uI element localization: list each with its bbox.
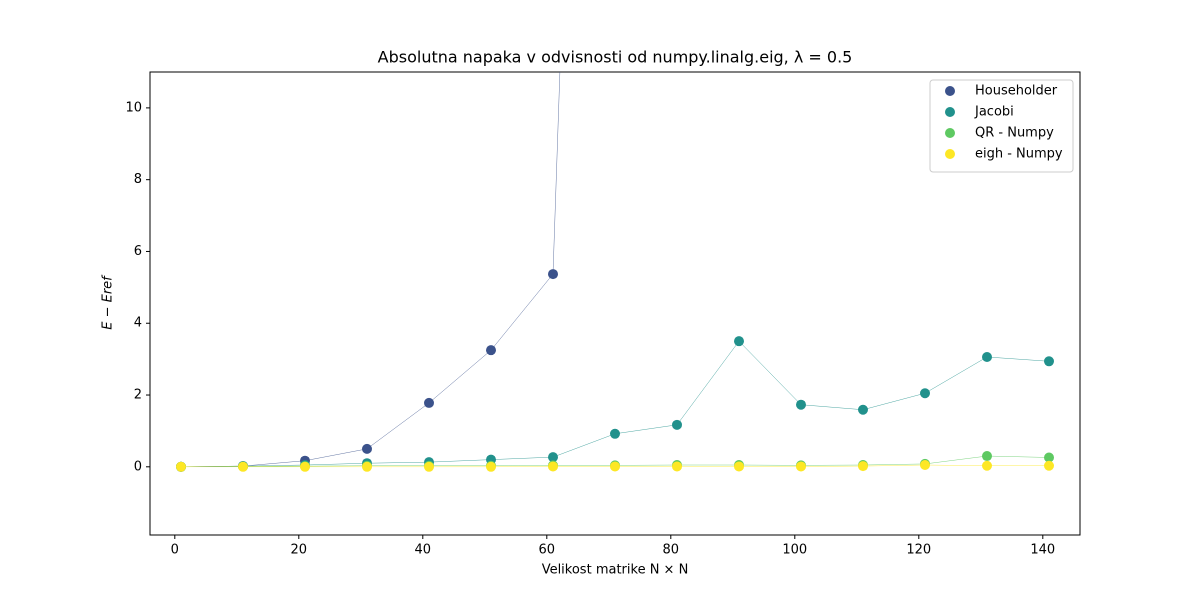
y-tick-label: 0 xyxy=(134,459,142,474)
data-point xyxy=(548,461,558,472)
data-point xyxy=(1044,452,1054,463)
legend-label: Householder xyxy=(975,84,1058,99)
data-point xyxy=(1044,460,1054,471)
data-point xyxy=(858,461,868,472)
x-tick-label: 60 xyxy=(539,543,556,558)
data-point xyxy=(982,460,992,471)
y-axis-label: E − Eref xyxy=(101,274,116,330)
data-point xyxy=(982,351,992,362)
x-axis-label: Velikost matrike N × N xyxy=(542,563,689,578)
y-tick-label: 2 xyxy=(134,388,142,403)
data-point xyxy=(238,461,248,472)
data-point xyxy=(982,451,992,462)
data-point xyxy=(610,428,620,439)
data-point xyxy=(548,452,558,463)
y-tick-label: 10 xyxy=(125,100,142,115)
x-tick-label: 40 xyxy=(415,543,432,558)
legend-label: eigh - Numpy xyxy=(975,147,1063,162)
legend-marker xyxy=(945,128,955,138)
data-point xyxy=(300,461,310,472)
data-point xyxy=(672,461,682,472)
legend-box xyxy=(929,79,1074,173)
chart-title: Absolutna napaka v odvisnosti od numpy.l… xyxy=(378,48,853,67)
data-point xyxy=(734,336,744,347)
legend-label: QR - Numpy xyxy=(975,126,1054,141)
data-point xyxy=(796,399,806,410)
data-point xyxy=(672,419,682,430)
y-tick-label: 4 xyxy=(134,316,142,331)
plot-frame xyxy=(149,71,1081,536)
data-point xyxy=(796,461,806,472)
series-line xyxy=(180,340,1050,468)
y-tick-label: 6 xyxy=(134,244,142,259)
x-tick-label: 120 xyxy=(906,543,931,558)
x-tick-label: 20 xyxy=(291,543,308,558)
x-tick-label: 140 xyxy=(1030,543,1055,558)
data-point xyxy=(734,461,744,472)
plot-area xyxy=(176,72,1054,472)
data-point xyxy=(548,269,558,280)
x-tick-label: 0 xyxy=(171,543,179,558)
data-point xyxy=(486,345,496,356)
data-point xyxy=(1044,356,1054,367)
x-tick-label: 100 xyxy=(782,543,807,558)
y-tick-label: 8 xyxy=(134,172,142,187)
legend-label: Jacobi xyxy=(974,105,1014,120)
legend-marker xyxy=(945,149,955,159)
data-point xyxy=(362,461,372,472)
legend-marker xyxy=(945,107,955,117)
data-point xyxy=(486,461,496,472)
series-line xyxy=(180,72,561,468)
data-point xyxy=(858,404,868,415)
data-point xyxy=(920,460,930,471)
data-point xyxy=(362,443,372,454)
data-point xyxy=(610,461,620,472)
legend-marker xyxy=(945,86,955,96)
data-point xyxy=(920,388,930,399)
x-tick-label: 80 xyxy=(663,543,680,558)
data-point xyxy=(176,461,186,472)
data-point xyxy=(424,397,434,408)
data-point xyxy=(424,461,434,472)
